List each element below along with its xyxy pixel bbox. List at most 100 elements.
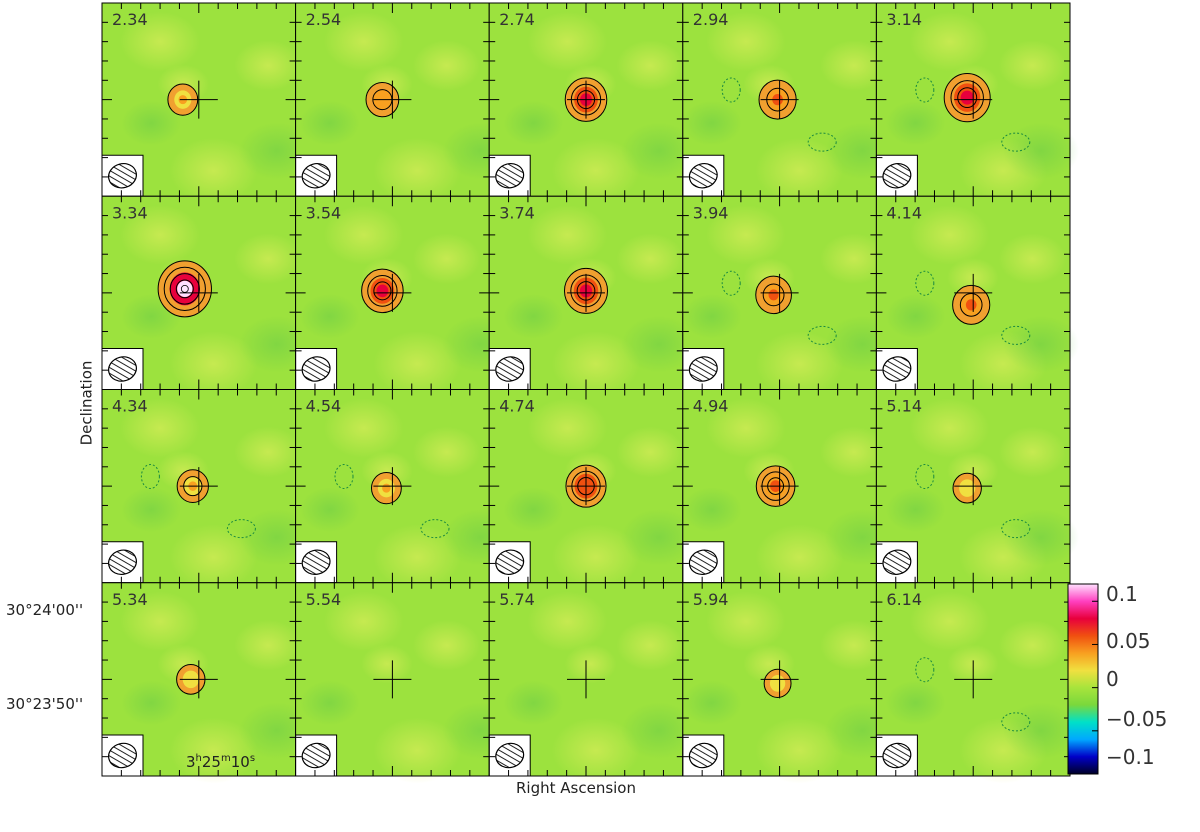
channel-panel: 3.94 bbox=[681, 195, 901, 397]
beam-ellipse bbox=[108, 742, 137, 769]
channel-panel: 4.74 bbox=[488, 389, 697, 591]
velocity-label: 5.74 bbox=[499, 590, 535, 609]
emission-peak bbox=[960, 90, 974, 105]
noise-blob bbox=[819, 426, 888, 478]
noise-blob bbox=[909, 11, 990, 72]
negative-contour bbox=[334, 463, 354, 489]
negative-contour bbox=[226, 519, 256, 539]
channel-panel: 5.94 bbox=[681, 582, 901, 784]
beam-ellipse bbox=[495, 356, 525, 382]
contour bbox=[157, 260, 212, 318]
noise-blob bbox=[551, 330, 640, 397]
noise-blob bbox=[681, 293, 742, 339]
negative-contour bbox=[915, 657, 935, 683]
contour bbox=[762, 283, 785, 307]
channel-panel: 3.34 bbox=[101, 195, 315, 397]
emission-peak bbox=[768, 289, 779, 301]
noise-blob bbox=[373, 330, 462, 397]
noise-blob bbox=[1002, 315, 1079, 373]
noise-blob bbox=[373, 137, 462, 204]
contour bbox=[959, 293, 983, 317]
noise-blob bbox=[681, 680, 742, 726]
noise-blob bbox=[705, 11, 786, 72]
colorbar-tick-label: 0.1 bbox=[1106, 582, 1138, 606]
noise-blob bbox=[121, 487, 182, 533]
emission-peak bbox=[965, 299, 977, 311]
noise-blob bbox=[755, 717, 844, 784]
noise-blob bbox=[120, 204, 201, 265]
negative-contour bbox=[1001, 712, 1031, 732]
noise-blob bbox=[819, 40, 888, 92]
noise-blob bbox=[909, 591, 990, 652]
noise-blob bbox=[909, 398, 990, 459]
noise-blob bbox=[527, 204, 608, 265]
contour bbox=[755, 275, 792, 315]
noise-blob bbox=[299, 293, 360, 339]
emission-peak bbox=[382, 483, 391, 493]
noise-blob bbox=[169, 717, 258, 784]
negative-contour bbox=[721, 270, 741, 296]
colorbar-body bbox=[1067, 583, 1099, 775]
velocity-label: 3.94 bbox=[693, 203, 729, 222]
noise-blob bbox=[705, 591, 786, 652]
dec-tick-label: 30°24'00'' bbox=[6, 601, 84, 619]
noise-blob bbox=[705, 398, 786, 459]
noise-blob bbox=[681, 100, 742, 146]
channel-panel: 5.34 bbox=[101, 582, 315, 784]
velocity-label: 4.74 bbox=[499, 397, 535, 416]
noise-blob bbox=[755, 330, 844, 397]
noise-blob bbox=[234, 619, 303, 671]
noise-blob bbox=[551, 137, 640, 204]
negative-contour bbox=[915, 270, 935, 296]
contour bbox=[763, 668, 792, 698]
noise-blob bbox=[527, 398, 608, 459]
channel-panel: 4.34 bbox=[101, 389, 315, 591]
contour bbox=[373, 281, 392, 301]
noise-blob bbox=[412, 619, 481, 671]
channel-panel: 6.14 bbox=[875, 582, 1079, 784]
velocity-label: 5.14 bbox=[886, 397, 922, 416]
noise-blob bbox=[819, 619, 888, 671]
negative-contour bbox=[721, 77, 741, 103]
noise-blob bbox=[412, 233, 481, 285]
beam-ellipse bbox=[688, 549, 718, 575]
noise-blob bbox=[616, 40, 685, 92]
beam-ellipse bbox=[108, 549, 137, 575]
noise-blob bbox=[616, 619, 685, 671]
noise-blob bbox=[1002, 509, 1079, 567]
noise-blob bbox=[323, 591, 404, 652]
noise-blob bbox=[705, 204, 786, 265]
channel-panel: 5.14 bbox=[875, 389, 1079, 591]
velocity-label: 2.74 bbox=[499, 10, 535, 29]
noise-blob bbox=[1002, 702, 1079, 760]
noise-blob bbox=[998, 233, 1067, 285]
velocity-label: 3.14 bbox=[886, 10, 922, 29]
noise-blob bbox=[527, 11, 608, 72]
noise-blob bbox=[503, 293, 564, 339]
noise-blob bbox=[121, 680, 182, 726]
contour bbox=[169, 273, 200, 305]
noise-blob bbox=[503, 680, 564, 726]
beam-ellipse bbox=[301, 356, 331, 382]
noise-blob bbox=[1002, 122, 1079, 180]
channel-panel: 4.54 bbox=[295, 389, 519, 591]
beam-ellipse bbox=[108, 163, 137, 189]
velocity-label: 3.74 bbox=[499, 203, 535, 222]
channel-panel: 3.14 bbox=[875, 2, 1079, 204]
channel-panel: 2.94 bbox=[681, 2, 901, 204]
contour bbox=[163, 266, 206, 311]
channel-panel: 2.34 bbox=[101, 2, 315, 204]
beam-ellipse bbox=[495, 549, 525, 575]
noise-blob bbox=[551, 524, 640, 591]
emission-peak bbox=[376, 284, 389, 298]
noise-blob bbox=[234, 426, 303, 478]
colorbar bbox=[1067, 583, 1099, 775]
noise-blob bbox=[998, 40, 1067, 92]
beam-ellipse bbox=[495, 163, 525, 189]
noise-blob bbox=[755, 137, 844, 204]
noise-blob bbox=[909, 204, 990, 265]
noise-blob bbox=[412, 426, 481, 478]
noise-blob bbox=[527, 591, 608, 652]
velocity-label: 4.34 bbox=[112, 397, 148, 416]
noise-blob bbox=[681, 487, 742, 533]
